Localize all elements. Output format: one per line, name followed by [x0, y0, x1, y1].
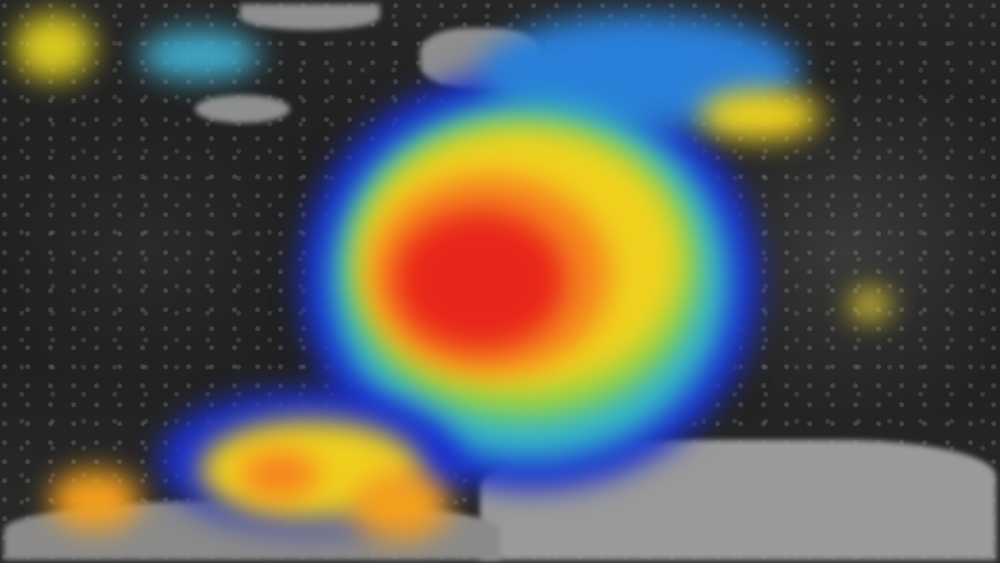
storm-core	[395, 210, 565, 350]
rain-cell-east	[850, 290, 890, 320]
rain-cell-southwest	[50, 470, 140, 530]
rain-cell-south-center	[350, 470, 450, 540]
landmass-north-cuba	[240, 4, 380, 30]
landmass-jamaica	[195, 95, 290, 123]
rain-cell-north	[140, 30, 260, 80]
storm-rainband-south-core	[240, 450, 320, 500]
rain-cell-northeast	[700, 90, 820, 140]
rain-cell-northwest	[14, 14, 94, 80]
